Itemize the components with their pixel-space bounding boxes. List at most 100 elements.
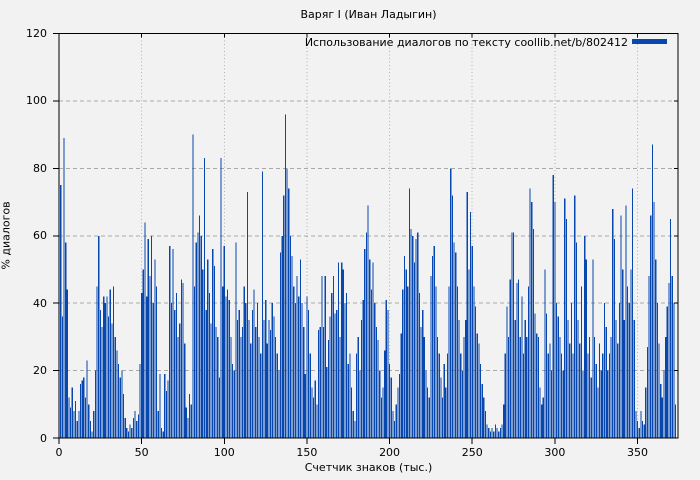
impulse-bar — [255, 326, 257, 438]
impulse-bar — [387, 309, 389, 438]
impulse-bar — [329, 316, 331, 438]
impulse-bar — [645, 387, 647, 438]
impulse-bar — [590, 377, 592, 438]
impulse-bar — [271, 303, 273, 438]
impulse-bar — [132, 417, 135, 438]
impulse-bar — [574, 195, 576, 438]
impulse-bar — [332, 276, 335, 438]
impulse-bar — [227, 289, 229, 438]
impulse-bar — [265, 299, 267, 438]
impulse-bar — [180, 279, 182, 438]
impulse-bar — [104, 303, 106, 438]
impulse-bar — [610, 336, 612, 438]
impulse-bar — [278, 370, 280, 438]
impulse-bar — [369, 259, 371, 438]
impulse-bar — [585, 259, 587, 438]
impulse-bar — [238, 309, 240, 438]
impulse-bar — [509, 279, 511, 438]
impulse-bar — [592, 259, 594, 438]
impulse-bar — [441, 397, 444, 438]
impulse-bar — [393, 421, 396, 438]
impulse-bar — [159, 373, 161, 438]
legend-label: Использование диалогов по тексту coollib… — [304, 36, 628, 49]
impulse-bar — [372, 262, 374, 438]
impulse-bar — [661, 397, 663, 438]
impulse-bar — [322, 326, 325, 438]
impulse-bar — [605, 326, 607, 438]
impulse-bar — [84, 397, 87, 438]
impulse-bar — [365, 232, 368, 438]
impulse-bar — [428, 397, 430, 438]
impulse-bar — [522, 353, 525, 438]
impulse-bar — [646, 346, 649, 438]
impulse-bar — [190, 404, 192, 438]
impulse-bar — [466, 191, 468, 438]
impulse-bar — [187, 417, 189, 438]
impulse-bar — [344, 303, 346, 438]
impulse-bar — [250, 343, 252, 438]
impulse-bar — [589, 336, 591, 438]
impulse-bar — [306, 296, 308, 438]
impulse-bar — [291, 255, 293, 438]
impulse-bar — [658, 343, 660, 438]
impulse-bar — [339, 336, 341, 438]
impulse-bar — [296, 276, 298, 438]
impulse-bar — [139, 363, 141, 438]
y-tick-label: 60 — [33, 229, 47, 243]
impulse-bar — [579, 343, 581, 438]
impulse-bar — [154, 259, 156, 438]
impulse-bar — [111, 323, 113, 438]
impulse-bar — [615, 320, 617, 438]
impulse-bar — [213, 266, 216, 438]
impulse-bar — [527, 286, 530, 438]
x-tick-label: 200 — [379, 446, 401, 459]
impulse-bar — [397, 387, 399, 438]
y-tick-label: 100 — [26, 94, 47, 108]
impulse-bar — [276, 353, 278, 438]
impulse-bar — [420, 326, 422, 438]
impulse-bar — [453, 242, 455, 438]
impulse-bar — [347, 363, 349, 438]
impulse-bar — [617, 343, 619, 438]
impulse-bar — [600, 370, 602, 438]
impulse-bar — [66, 289, 68, 438]
impulse-bar — [203, 158, 206, 439]
impulse-bar — [314, 380, 316, 438]
impulse-bar — [198, 215, 201, 438]
impulse-bar — [79, 384, 82, 438]
impulse-bar — [327, 340, 330, 438]
impulse-bar — [81, 380, 83, 438]
impulse-bar — [415, 239, 417, 438]
impulse-bar — [379, 370, 381, 438]
impulse-bar — [236, 320, 239, 438]
impulse-bar — [628, 303, 630, 438]
impulse-bar — [655, 259, 657, 438]
impulse-bar — [342, 269, 344, 438]
impulse-bar — [346, 293, 348, 438]
impulse-bar — [570, 303, 573, 438]
impulse-bar — [288, 188, 290, 438]
impulse-bar — [336, 309, 338, 438]
x-axis-label: Счетчик знаков (тыс.) — [304, 461, 433, 474]
impulse-bar — [531, 202, 533, 438]
y-tick-label: 20 — [33, 364, 47, 378]
impulse-bar — [241, 326, 244, 438]
impulse-bar — [451, 195, 454, 438]
impulse-bar — [273, 316, 275, 438]
impulse-bar — [184, 343, 186, 438]
impulse-bar — [595, 363, 597, 438]
impulse-bar — [326, 367, 328, 438]
impulse-bar — [603, 303, 606, 438]
impulse-bar — [648, 276, 650, 438]
impulse-bar — [499, 427, 501, 438]
impulse-bar — [555, 303, 558, 438]
impulse-bar — [284, 114, 287, 439]
impulse-bar — [671, 276, 673, 438]
impulse-bar — [534, 313, 536, 438]
impulse-bar — [460, 353, 462, 438]
y-tick-label: 40 — [33, 296, 47, 310]
chart-title: Варяг I (Иван Ладыгин) — [300, 8, 437, 21]
impulse-bar — [182, 282, 184, 438]
impulse-bar — [476, 333, 478, 438]
